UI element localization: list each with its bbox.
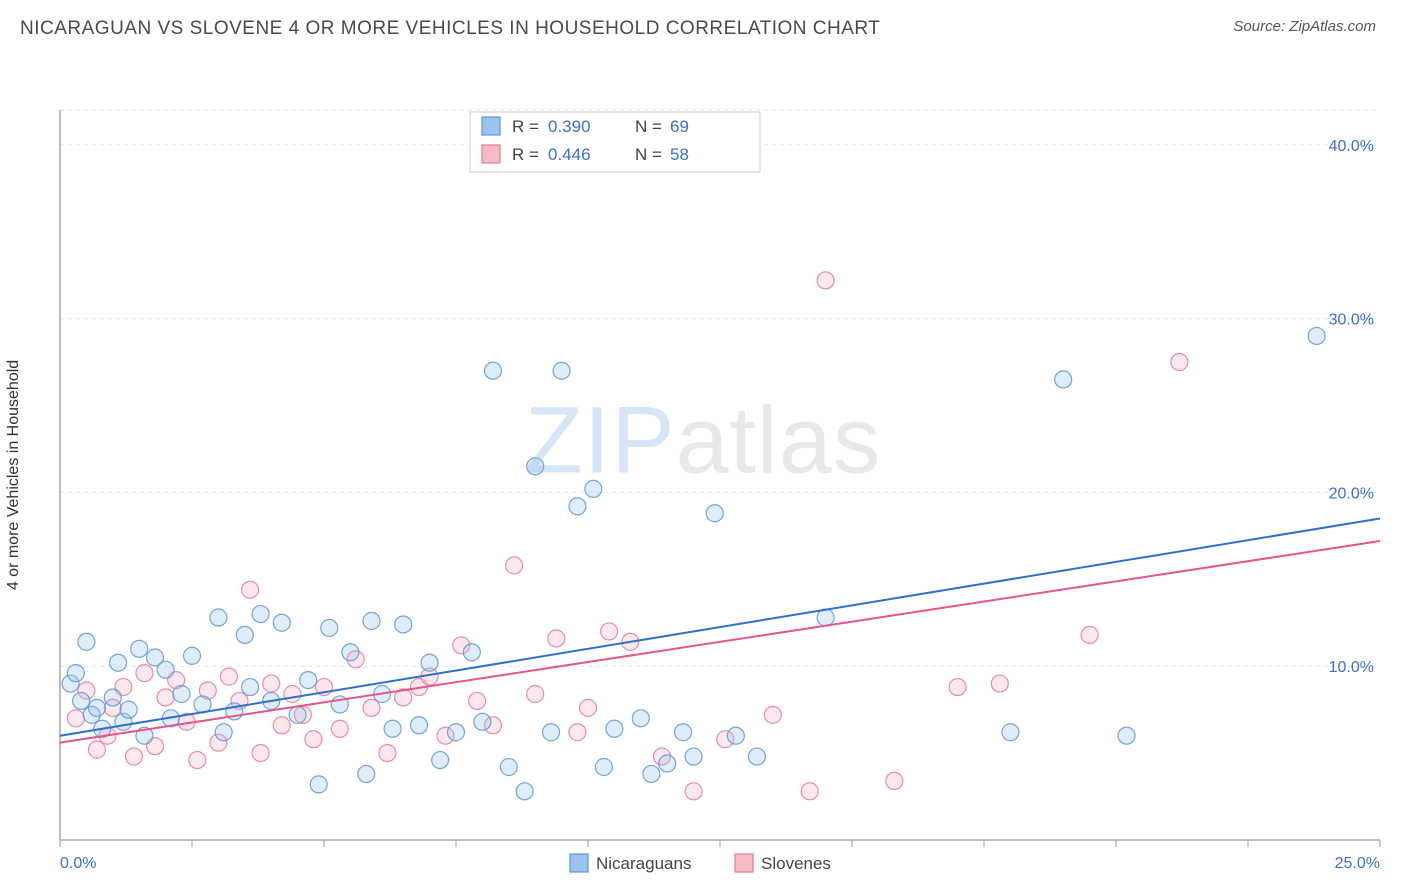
- chart-container: ZIPatlas 0.0%25.0%10.0%20.0%30.0%40.0%4 …: [0, 48, 1406, 878]
- scatter-chart: 0.0% 25.0% 10.0% 20.0% 30.0% 40.0% 4 or more V…: [0, 48, 1406, 878]
- chart-title: NICARAGUAN VS SLOVENE 4 OR MORE VEHICLES…: [20, 18, 880, 40]
- source-credit: Source: ZipAtlas.com: [1233, 18, 1376, 35]
- svg-text:R =: R =: [512, 145, 539, 164]
- svg-text:0.390: 0.390: [548, 117, 591, 136]
- svg-text:0.0%: 0.0%: [60, 855, 96, 872]
- svg-text:10.0%: 10.0%: [1329, 659, 1374, 676]
- svg-text:25.0%: 25.0%: [1335, 855, 1380, 872]
- svg-text:40.0%: 40.0%: [1329, 138, 1374, 155]
- svg-text:0.446: 0.446: [548, 145, 591, 164]
- svg-text:58: 58: [670, 145, 689, 164]
- svg-text:N =: N =: [635, 145, 662, 164]
- svg-text:Slovenes: Slovenes: [761, 854, 831, 873]
- svg-text:20.0%: 20.0%: [1329, 485, 1374, 502]
- svg-text:30.0%: 30.0%: [1329, 312, 1374, 329]
- svg-text:4 or more Vehicles in Househol: 4 or more Vehicles in Household: [5, 360, 22, 590]
- svg-text:R =: R =: [512, 117, 539, 136]
- svg-text:69: 69: [670, 117, 689, 136]
- svg-text:N =: N =: [635, 117, 662, 136]
- svg-text:Nicaraguans: Nicaraguans: [596, 854, 691, 873]
